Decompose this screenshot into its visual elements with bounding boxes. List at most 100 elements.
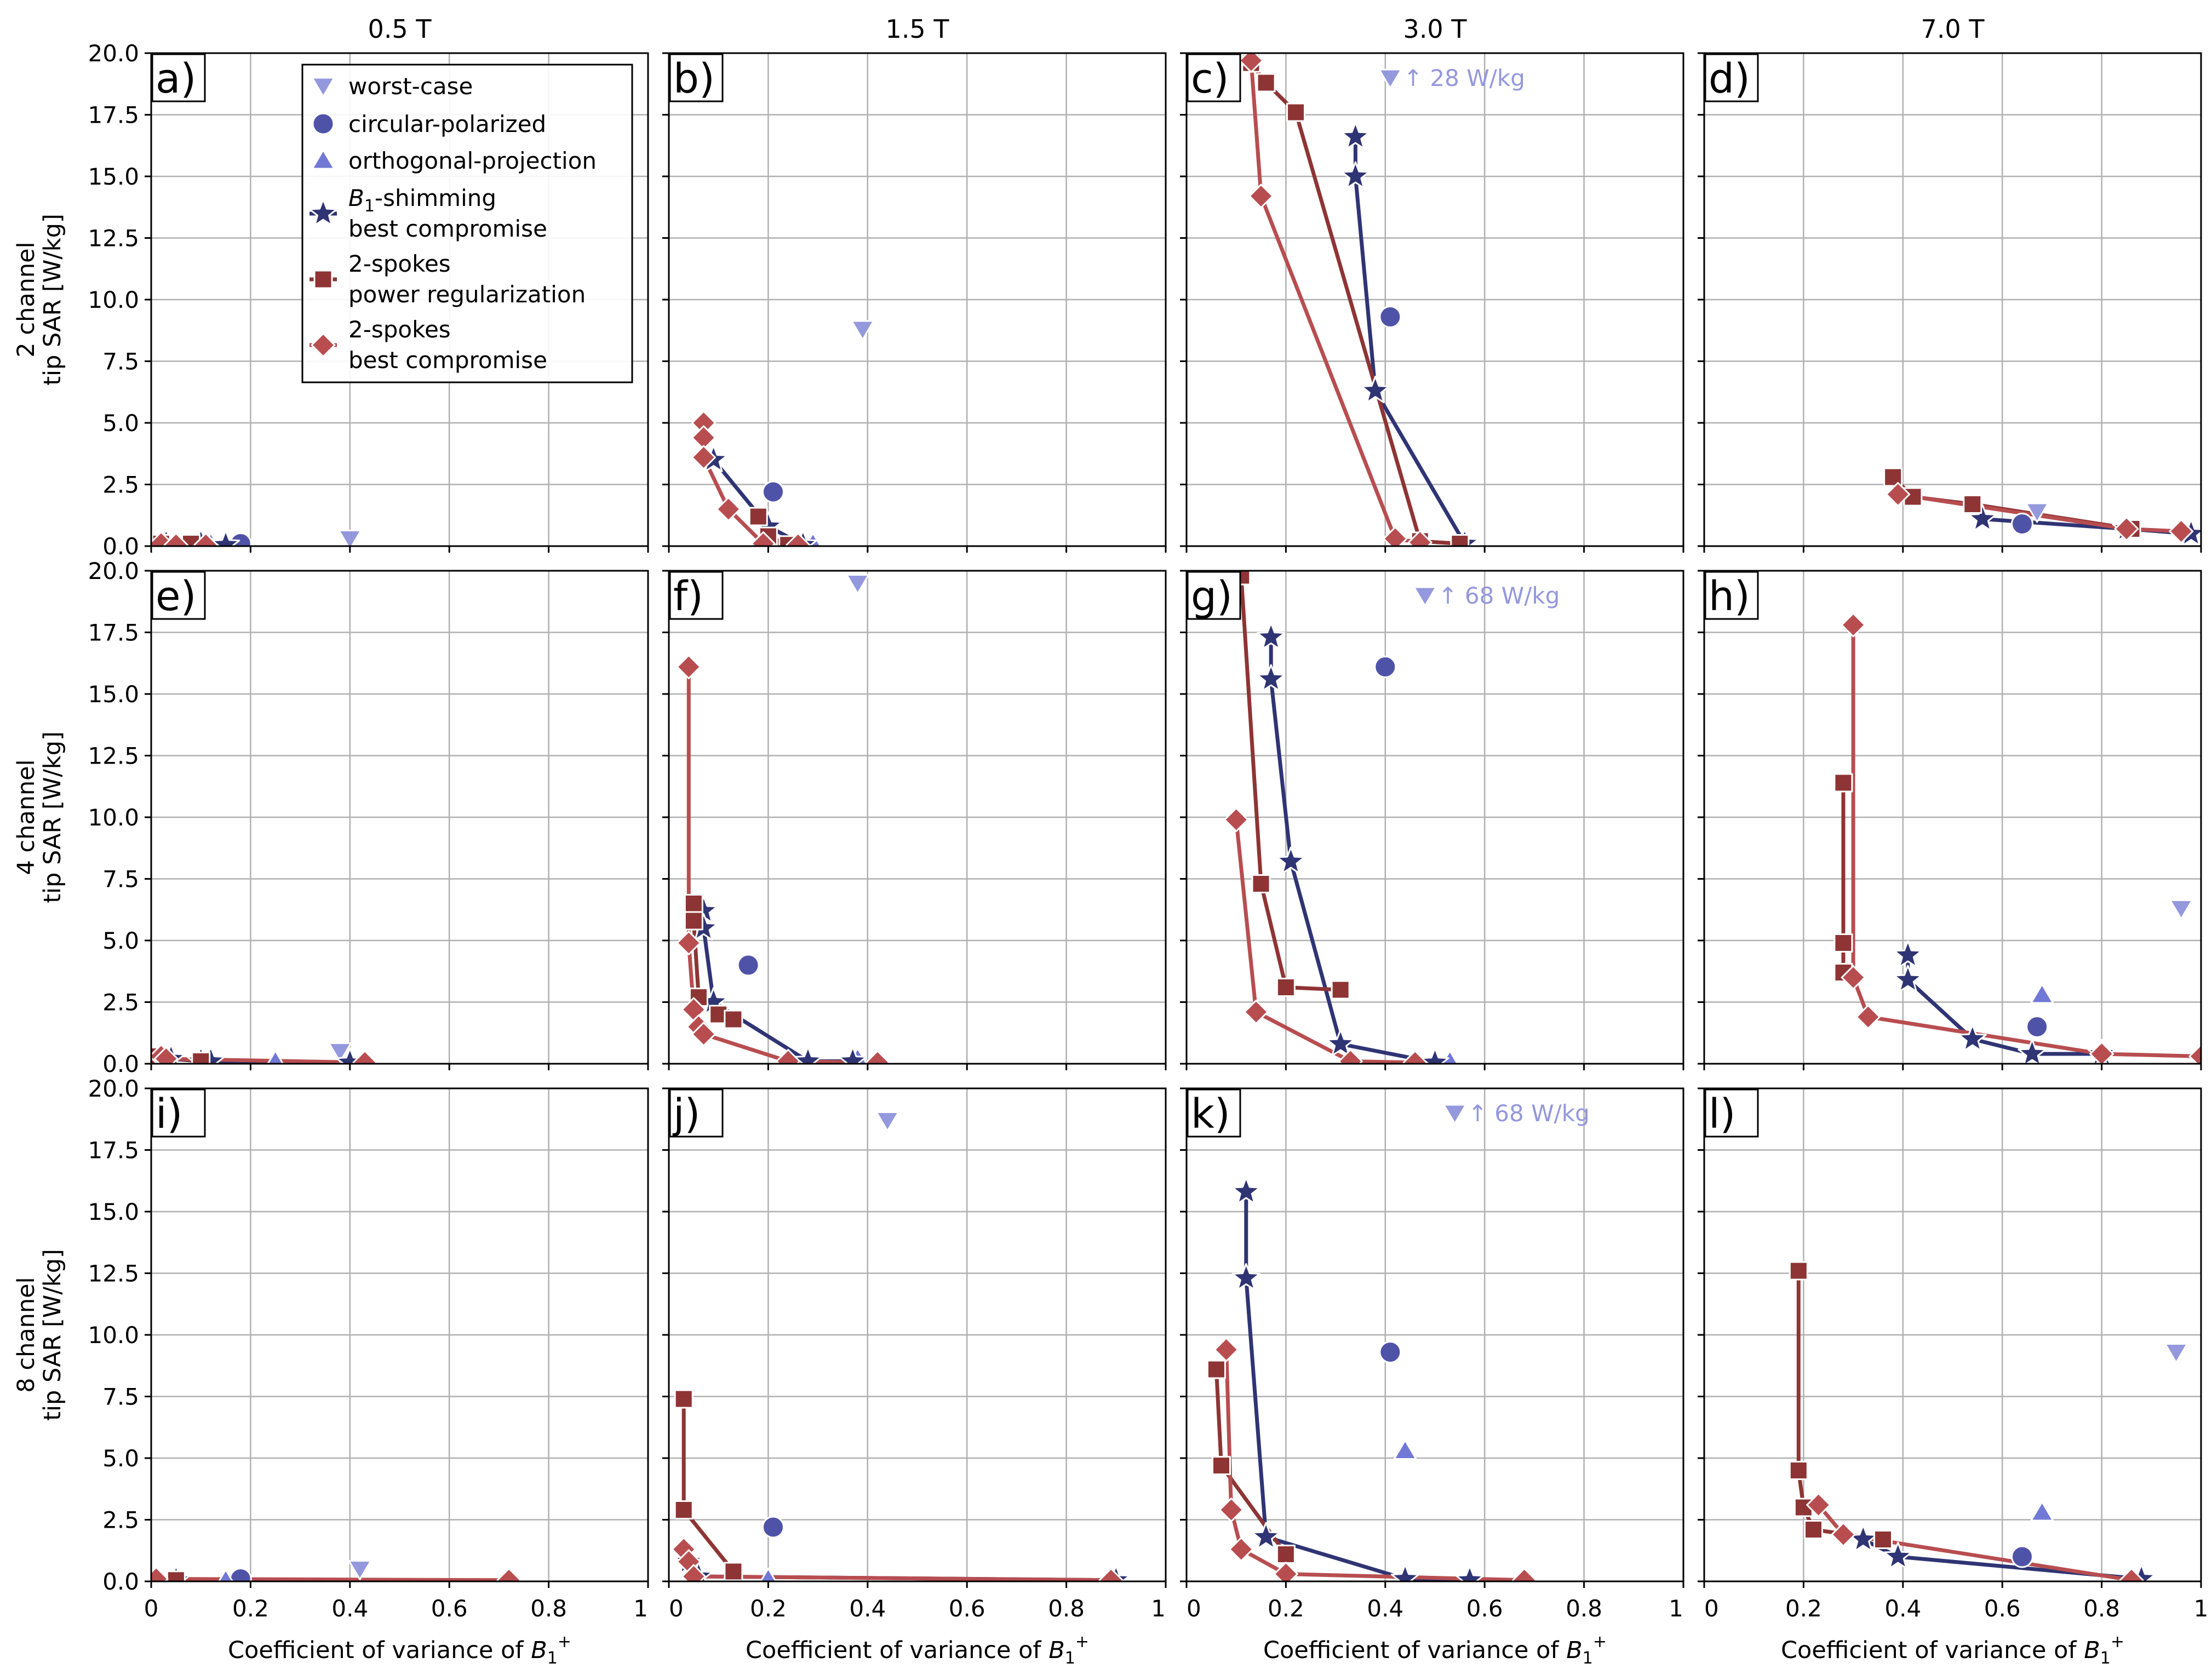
panel-k: ↑ 68 W/kg 0 0.2 0.4 0.6 0.8 1 Coefficient of va… (1180, 1087, 1684, 1668)
legend-label-line2: best compromise (348, 215, 547, 242)
panel-letter-box (669, 571, 724, 620)
data-point-sp (1211, 1456, 1231, 1475)
data-point-worst-offscale (1413, 586, 1437, 607)
x-tick-label: 0.8 (2083, 1595, 2120, 1622)
y-tick-label: 5.0 (102, 927, 139, 954)
plot-data (1833, 612, 2201, 1064)
data-point-sb (2114, 517, 2139, 541)
column-title: 0.5 T (368, 14, 432, 44)
panel-letter-box (1187, 571, 1241, 620)
data-point-sb (676, 655, 701, 679)
data-point-sb (1273, 1562, 1298, 1581)
y-tick-label: 2.5 (102, 472, 139, 498)
data-point-sp (1251, 874, 1271, 893)
x-tick-label: 0.4 (1367, 1595, 1403, 1622)
panel-i: 0.0 2.5 5.0 7.5 10.0 12.5 15.0 17.5 20.0 8 channe… (13, 1075, 649, 1668)
data-point-sb (2119, 1568, 2144, 1581)
x-tick-label: 0.4 (849, 1595, 886, 1622)
data-point-b1 (1390, 1564, 1420, 1581)
x-tick-label: 0.6 (1984, 1595, 2021, 1622)
x-tick-label: 0.4 (1884, 1595, 1921, 1622)
plot-data (1883, 467, 2201, 546)
panel-letter-box (1704, 53, 1759, 102)
offscale-annotation: ↑ 28 W/kg (1403, 65, 1525, 91)
x-tick-label: 1 (633, 1595, 648, 1622)
data-point-worst (2164, 1343, 2188, 1363)
legend-label-line1: B1-shimming (348, 185, 496, 216)
data-point-worst (851, 320, 875, 341)
data-point-sp (684, 894, 703, 913)
data-point-sb (1841, 965, 1866, 990)
circle-icon (312, 112, 335, 135)
y-axis-label-line1: 4 channel (13, 759, 40, 875)
x-tick-label: 0.4 (331, 1595, 368, 1622)
panel-e: 0.0 2.5 5.0 7.5 10.0 12.5 15.0 17.5 20.0 4 channe… (13, 558, 649, 1077)
column-title: 1.5 T (886, 14, 950, 44)
x-tick-label: 0.6 (949, 1595, 985, 1622)
data-point-cp (761, 1516, 784, 1539)
y-tick-label: 12.5 (88, 743, 139, 770)
x-tick-label: 0.2 (750, 1595, 787, 1622)
x-tick-label: 0 (1187, 1595, 1201, 1622)
data-point-sb (153, 1046, 179, 1064)
data-point-sb (1855, 1005, 1881, 1029)
gridlines (1185, 52, 1684, 547)
x-tick-label: 0.8 (1048, 1595, 1085, 1622)
panel-letter: h) (1709, 573, 1750, 620)
y-tick-label: 2.5 (102, 1507, 139, 1534)
diamond-icon (311, 332, 336, 358)
data-point-sp (1804, 1520, 1824, 1539)
panel-b: 1.5 T b) (662, 14, 1167, 553)
data-point-sp (1450, 534, 1470, 546)
data-point-b1 (1455, 1565, 1485, 1581)
data-point-sb (716, 497, 741, 521)
data-point-b1 (2018, 1039, 2047, 1064)
data-point-sb (1239, 53, 1264, 73)
panel-letter: a) (156, 55, 196, 102)
y-tick-label: 17.5 (88, 620, 139, 646)
data-point-cp (1379, 1341, 1402, 1363)
y-tick-label: 0.0 (102, 1051, 139, 1077)
legend-entry-sb: 2-spokes best compromise (310, 316, 547, 374)
x-tick-label: 0.6 (1466, 1595, 1503, 1622)
y-tick-label: 17.5 (88, 1137, 139, 1164)
plot-data (671, 1111, 1131, 1581)
panel-letter-box (151, 53, 206, 102)
data-point-worst (338, 530, 362, 546)
x-axis-label: Coefficient of variance of B1+ (228, 1632, 571, 1668)
data-point-sp (1963, 495, 1982, 514)
data-point-cp (761, 480, 784, 503)
data-point-b1 (211, 530, 240, 546)
panel-letter: g) (1191, 573, 1233, 620)
panel-letter: f) (673, 573, 703, 620)
data-point-sb (1224, 807, 1249, 832)
y-tick-label: 20.0 (88, 40, 139, 67)
column-title: 7.0 T (1921, 14, 1985, 44)
panel-letter-box (1187, 1088, 1241, 1138)
data-point-sp (1833, 933, 1853, 953)
data-point-sp (1833, 773, 1853, 793)
series-line-sp (1239, 575, 1341, 992)
y-tick-label: 10.0 (88, 804, 139, 831)
series-line-b1 (1353, 137, 1466, 545)
data-point-sp (1789, 1461, 1808, 1480)
plot-data (151, 1560, 522, 1581)
data-point-sp (748, 507, 768, 526)
data-point-b1 (1257, 622, 1286, 650)
data-point-sb (1243, 1000, 1269, 1024)
data-point-sp (191, 1052, 211, 1064)
x-tick-label: 0.8 (1566, 1595, 1602, 1622)
data-point-sb (1402, 1050, 1428, 1064)
data-point-sb (352, 1050, 377, 1064)
data-point-worst (348, 1560, 372, 1580)
x-tick-label: 1 (1151, 1595, 1166, 1622)
plot-data (1239, 53, 1480, 546)
y-tick-label: 17.5 (88, 102, 139, 129)
data-point-b1 (1893, 965, 1923, 993)
data-point-b1 (1251, 1522, 1281, 1550)
x-axis-label: Coefficient of variance of B1+ (1263, 1632, 1607, 1668)
data-point-op (217, 1569, 234, 1581)
panel-letter-box (1187, 53, 1241, 102)
data-point-op (267, 1050, 284, 1064)
